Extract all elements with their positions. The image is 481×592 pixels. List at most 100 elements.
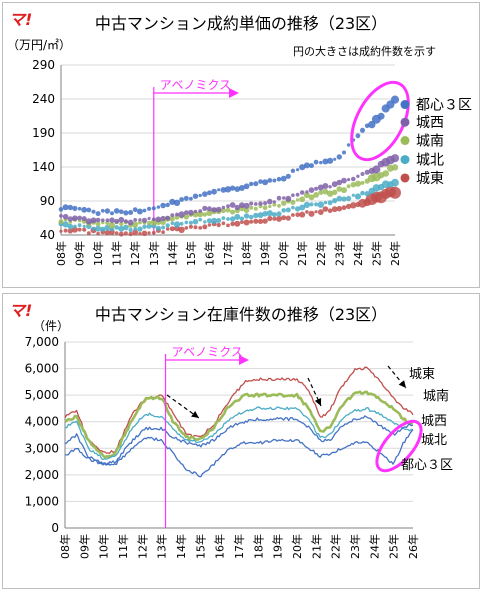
chart2-x-tick: 09年 xyxy=(77,534,91,559)
chart1-point xyxy=(291,213,295,217)
chart2-x-tick: 24年 xyxy=(367,534,381,559)
chart1-point xyxy=(105,220,110,226)
chart1-y-tick: 90 xyxy=(40,194,55,208)
chart1-point xyxy=(336,154,342,160)
chart1-point xyxy=(59,214,63,218)
chart1-point xyxy=(299,190,305,195)
chart1-point xyxy=(155,216,162,223)
chart1-series-label: 城南 xyxy=(416,134,444,150)
chart2-x-tick: 20年 xyxy=(290,534,304,559)
chart1-point xyxy=(127,219,134,226)
chart1-point xyxy=(243,213,250,219)
chart1-point xyxy=(90,217,97,224)
chart1-point xyxy=(230,185,236,191)
inventory-chart: マ! 中古マンション在庫件数の推移（23区） （件） 0 1,000 2,000 3,… xyxy=(9,301,453,559)
chart1-point xyxy=(299,196,306,203)
chart2-y-tick: 3,000 xyxy=(25,441,59,455)
chart1-x-tick: 23年 xyxy=(332,241,346,266)
chart1-point xyxy=(62,213,69,220)
chart1-point xyxy=(133,226,138,231)
chart1-point xyxy=(341,205,347,211)
chart1-y-tick: 140 xyxy=(32,160,55,174)
chart1-point xyxy=(128,231,133,237)
chart2-x-tick: 12年 xyxy=(135,534,149,559)
chart1-point xyxy=(277,204,281,208)
chart1-point xyxy=(91,209,96,214)
chart1-point xyxy=(86,207,92,213)
chart1-point xyxy=(184,226,189,230)
chart1-point xyxy=(262,205,268,211)
chart1-point xyxy=(123,224,129,231)
chart1-point xyxy=(253,181,259,187)
chart1-point xyxy=(81,216,87,222)
chart1-x-tick: 10年 xyxy=(91,241,105,266)
chart1-point xyxy=(295,192,300,197)
chart1-title: 中古マンション成約単価の推移（23区） xyxy=(95,14,387,33)
chart1-point xyxy=(377,112,385,120)
chart2-x-tick: 19年 xyxy=(271,534,285,559)
chart1-point xyxy=(351,193,355,197)
chart1-point xyxy=(147,206,152,211)
chart1-point xyxy=(295,212,300,217)
unit-price-chart: マ! 中古マンション成約単価の推移（23区） （万円/㎡） 円の大きさは成約件数… xyxy=(7,10,472,266)
chart1-x-tick: 22年 xyxy=(314,241,328,266)
chart1-point xyxy=(147,216,151,221)
chart1-x-tick: 21年 xyxy=(295,241,309,266)
chart2-y-tick: 7,000 xyxy=(25,335,59,349)
chart1-point xyxy=(257,218,264,224)
chart1-point xyxy=(175,212,179,217)
chart1-point xyxy=(160,219,166,226)
chart1-point xyxy=(280,175,287,182)
chart1-point xyxy=(372,165,381,174)
chart2-x-tick: 23年 xyxy=(348,534,362,559)
chart1-point xyxy=(63,228,68,233)
chart1-point xyxy=(203,220,207,224)
chart1-x-tick: 18年 xyxy=(240,241,254,266)
chart1-point xyxy=(207,223,212,227)
chart1-point xyxy=(225,207,231,213)
chart1-point xyxy=(326,190,334,197)
chart1-x-tick: 09年 xyxy=(73,241,87,266)
chart1-point xyxy=(59,229,63,233)
chart1-point xyxy=(202,191,208,197)
chart1-point xyxy=(308,194,315,201)
chart2-series-label: 都心３区 xyxy=(401,458,453,473)
chart1-point xyxy=(346,184,351,189)
chart1-point xyxy=(67,223,74,230)
chart2-x-tick: 15年 xyxy=(193,534,207,559)
chart1-point xyxy=(239,216,245,221)
chart1-point xyxy=(178,211,185,218)
chart1-point xyxy=(354,180,361,187)
chart1-point xyxy=(272,178,277,183)
chart1-point xyxy=(202,224,208,230)
chart1-point xyxy=(276,176,282,182)
chart1-point xyxy=(165,202,170,208)
chart1-point xyxy=(234,213,241,220)
chart1-point xyxy=(220,187,227,193)
chart1-point xyxy=(86,231,91,236)
chart1-point xyxy=(197,210,204,218)
chart1-legend-dot xyxy=(400,136,410,146)
chart1-point xyxy=(290,199,296,205)
chart1-point xyxy=(123,231,128,236)
chart1-point xyxy=(136,208,143,215)
chart1-point xyxy=(160,215,166,222)
chart1-point xyxy=(206,206,212,212)
chart2-y-tick: 6,000 xyxy=(25,362,59,376)
chart1-point xyxy=(160,202,166,209)
chart1-point xyxy=(282,196,286,200)
chart1-x-tick: 13年 xyxy=(147,241,161,266)
chart1-point xyxy=(382,170,390,177)
chart1-point xyxy=(309,163,314,169)
chart1-point xyxy=(217,188,221,192)
chart1-point xyxy=(85,218,92,225)
chart2-x-tick: 13年 xyxy=(155,534,169,559)
chart1-point xyxy=(193,225,198,230)
chart1-point xyxy=(341,177,347,184)
chart2-series-label: 城西 xyxy=(421,414,447,429)
chart1-point xyxy=(173,221,181,228)
chart1-point xyxy=(202,205,208,211)
chart1-point xyxy=(267,198,273,205)
chart1-point xyxy=(169,226,175,232)
chart1-point xyxy=(281,215,287,221)
